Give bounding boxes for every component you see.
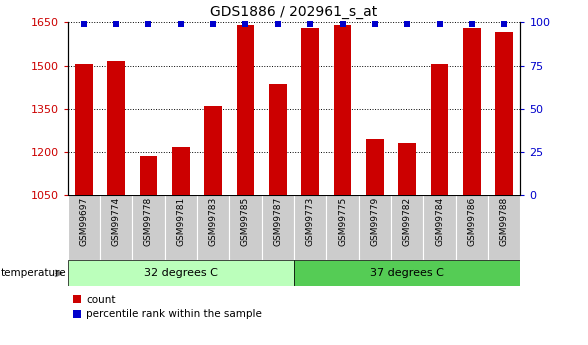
Bar bbox=[197, 195, 229, 260]
Bar bbox=[456, 195, 488, 260]
Bar bbox=[366, 139, 384, 195]
Text: GSM99781: GSM99781 bbox=[176, 197, 185, 246]
Bar bbox=[333, 25, 352, 195]
Text: 37 degrees C: 37 degrees C bbox=[370, 268, 444, 278]
Bar bbox=[172, 148, 190, 195]
Text: GSM99785: GSM99785 bbox=[241, 197, 250, 246]
Text: temperature: temperature bbox=[1, 268, 67, 278]
Bar bbox=[165, 195, 197, 260]
Bar bbox=[229, 195, 262, 260]
Text: GSM99788: GSM99788 bbox=[500, 197, 509, 246]
Text: 32 degrees C: 32 degrees C bbox=[144, 268, 218, 278]
Bar bbox=[391, 195, 423, 260]
Text: GSM99774: GSM99774 bbox=[112, 197, 121, 246]
Bar bbox=[294, 195, 326, 260]
Text: GSM99786: GSM99786 bbox=[467, 197, 476, 246]
Bar bbox=[68, 195, 100, 260]
Bar bbox=[359, 195, 391, 260]
Bar bbox=[301, 28, 319, 195]
Bar bbox=[107, 61, 125, 195]
Bar bbox=[463, 28, 481, 195]
Text: GSM99784: GSM99784 bbox=[435, 197, 444, 246]
Bar bbox=[294, 260, 520, 286]
Bar bbox=[68, 260, 294, 286]
Text: GSM99782: GSM99782 bbox=[403, 197, 412, 246]
Bar bbox=[423, 195, 456, 260]
Title: GDS1886 / 202961_s_at: GDS1886 / 202961_s_at bbox=[211, 4, 377, 19]
Bar bbox=[204, 106, 222, 195]
Bar bbox=[132, 195, 165, 260]
Bar bbox=[100, 195, 132, 260]
Text: GSM99787: GSM99787 bbox=[273, 197, 282, 246]
Bar bbox=[488, 195, 520, 260]
Bar bbox=[139, 156, 158, 195]
Bar bbox=[269, 84, 287, 195]
Bar bbox=[430, 64, 449, 195]
Bar bbox=[236, 25, 255, 195]
Text: GSM99697: GSM99697 bbox=[79, 197, 88, 246]
Bar bbox=[262, 195, 294, 260]
Text: GSM99779: GSM99779 bbox=[370, 197, 379, 246]
Text: GSM99783: GSM99783 bbox=[209, 197, 218, 246]
Bar bbox=[398, 143, 416, 195]
Bar bbox=[495, 32, 513, 195]
Text: GSM99778: GSM99778 bbox=[144, 197, 153, 246]
Legend: count, percentile rank within the sample: count, percentile rank within the sample bbox=[73, 295, 262, 319]
Text: GSM99775: GSM99775 bbox=[338, 197, 347, 246]
Bar bbox=[326, 195, 359, 260]
Bar bbox=[75, 64, 93, 195]
Text: GSM99773: GSM99773 bbox=[306, 197, 315, 246]
